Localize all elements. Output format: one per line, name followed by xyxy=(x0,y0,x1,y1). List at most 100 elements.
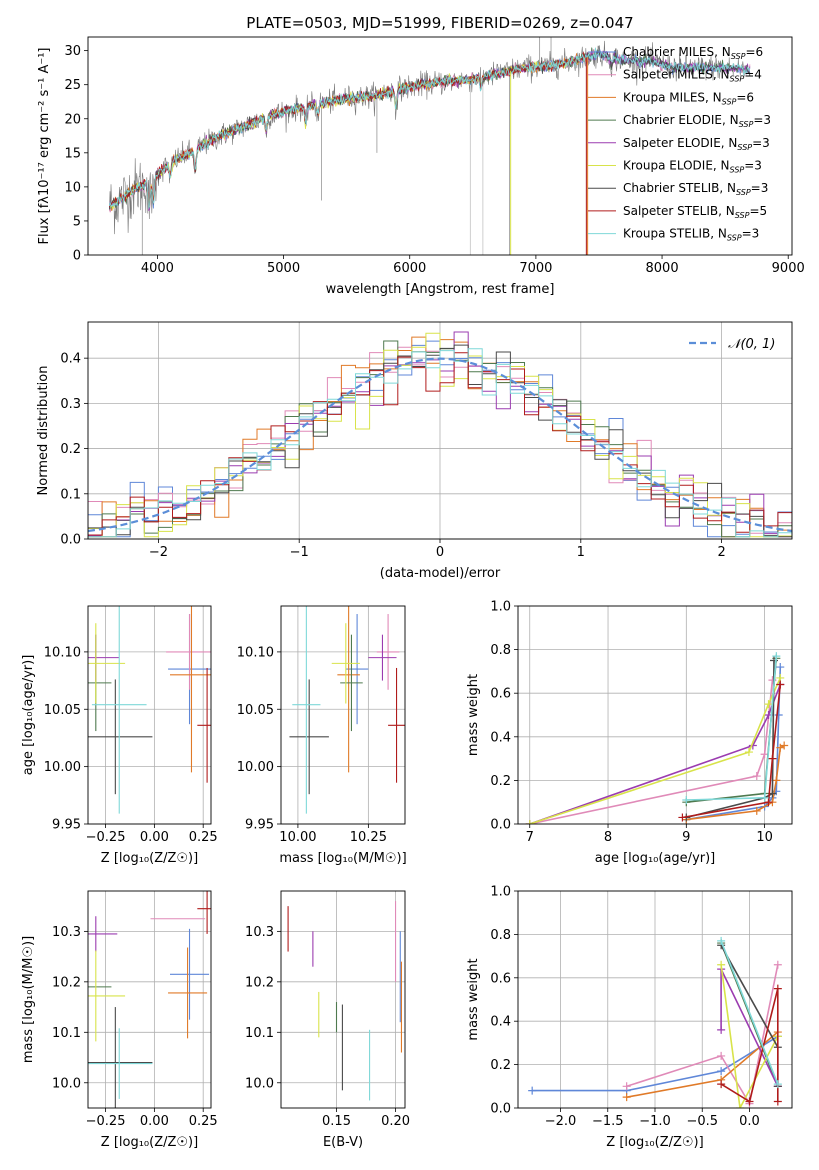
x-tick-label: 10 xyxy=(756,830,773,845)
age-vs-metallicity-panel: −0.25 0.00 0.25 9.95 10.00 10.05 10.10 Z [log₁₀… xyxy=(21,605,218,866)
x-tick-label: 0.00 xyxy=(140,1114,169,1129)
y-tick-label: 10 xyxy=(64,180,81,195)
y-tick-label: 9.95 xyxy=(245,818,274,833)
mass-weight-vs-age-panel: 7 8 9 10 0.0 0.2 0.4 0.6 0.8 1.0 age [log₁₀(age/yr… xyxy=(466,600,793,866)
errorbar-kroupa-stelib xyxy=(91,606,147,814)
series-point-chabrier-miles xyxy=(528,1086,537,1095)
residual-histogram-panel: −2 −1 0 1 2 0.0 0.1 0.2 0.3 0.4 (data-model)/error… xyxy=(36,321,793,581)
errorbar-kroupa-stelib xyxy=(88,1028,153,1099)
plot-area xyxy=(109,37,751,255)
errorbar-kroupa-miles xyxy=(337,606,360,773)
series-point-kroupa-miles xyxy=(772,776,781,785)
legend-label-chabrier-miles: Chabrier MILES, NSSP=6 xyxy=(623,45,763,61)
y-tick-label: 15 xyxy=(64,146,81,161)
series-point-kroupa-elodie xyxy=(764,700,773,709)
y-tick-label: 10.2 xyxy=(52,975,81,990)
series-point-salpeter-miles xyxy=(752,772,761,781)
x-tick-label: −2.0 xyxy=(545,1114,577,1129)
series-line-salpeter-miles xyxy=(626,964,779,1106)
errorbar-kroupa-elodie xyxy=(88,950,126,1042)
grid xyxy=(281,606,405,825)
x-tick-label: 0.0 xyxy=(739,1114,760,1129)
y-tick-label: 10.00 xyxy=(237,760,274,775)
x-tick-label: 0.25 xyxy=(189,1114,218,1129)
series-point-kroupa-elodie xyxy=(717,960,726,969)
series-point-chabrier-miles xyxy=(717,1067,726,1076)
series-line-kroupa-stelib xyxy=(720,940,779,1085)
y-tick-label: 10.0 xyxy=(245,1076,274,1091)
y-tick-label: 0.4 xyxy=(490,1015,511,1030)
errorbar-chabrier-stelib xyxy=(88,1007,153,1108)
y-tick-label: 25 xyxy=(64,78,81,93)
legend-label-normal: 𝒩(0, 1) xyxy=(728,337,775,352)
errorbar-salpeter-stelib xyxy=(388,667,405,783)
legend-label-chabrier-stelib: Chabrier STELIB, NSSP=3 xyxy=(623,181,768,197)
x-tick-label: 9000 xyxy=(772,261,805,276)
y-tick-label: 10.00 xyxy=(44,760,81,775)
x-tick-label: 4000 xyxy=(141,261,174,276)
y-tick-label: 30 xyxy=(64,44,81,59)
series-point-salpeter-stelib xyxy=(678,813,687,822)
y-tick-label: 0.8 xyxy=(490,643,511,658)
errorbar-kroupa-miles xyxy=(168,947,208,1039)
series-line-kroupa-elodie xyxy=(720,964,779,1108)
plot-area xyxy=(88,331,792,539)
series-point-salpeter-miles xyxy=(717,1051,726,1060)
x-tick-label: 1 xyxy=(577,545,585,560)
y-tick-label: 10.3 xyxy=(52,925,81,940)
x-tick-label: 9 xyxy=(682,830,690,845)
series-point-salpeter-miles xyxy=(773,960,782,969)
x-tick-label: 7 xyxy=(526,830,534,845)
x-tick-label: 5000 xyxy=(267,261,300,276)
y-tick-label: 10.05 xyxy=(44,703,81,718)
x-tick-label: 8 xyxy=(604,830,612,845)
grid xyxy=(518,605,792,825)
y-tick-label: 10.1 xyxy=(245,1026,274,1041)
normal-curve xyxy=(88,357,792,533)
x-tick-label: 0.15 xyxy=(322,1114,351,1129)
mass-weight-vs-metallicity-panel: −2.0 −1.5 −1.0 −0.5 0.0 0.0 0.2 0.4 0.6 0.8 1.0 Z [… xyxy=(466,885,793,1150)
x-axis-label: wavelength [Angstrom, rest frame] xyxy=(326,282,555,297)
y-axis-label: Normed distribution xyxy=(36,366,51,496)
errorbar-kroupa-elodie xyxy=(331,623,360,704)
x-axis-label: mass [log₁₀(M/M☉)] xyxy=(279,851,406,866)
series-point-salpeter-stelib xyxy=(773,1097,782,1106)
y-tick-label: 0.0 xyxy=(490,1102,511,1117)
series-point-salpeter-elodie xyxy=(717,1025,726,1034)
series-line-kroupa-elodie xyxy=(529,677,782,824)
series-point-salpeter-stelib xyxy=(717,1080,726,1089)
x-axis-label: age [log₁₀(age/yr)] xyxy=(595,851,716,866)
y-tick-label: 0.2 xyxy=(490,1058,511,1073)
x-tick-label: 8000 xyxy=(646,261,679,276)
series-point-kroupa-miles xyxy=(752,806,761,815)
series-point-salpeter-stelib xyxy=(776,680,785,689)
y-axis-label: mass [log₁₀(M/M☉)] xyxy=(21,936,36,1063)
series-point-kroupa-stelib xyxy=(773,1080,782,1089)
axes-frame xyxy=(280,605,406,825)
y-axis-label: mass weight xyxy=(466,674,481,756)
legend-label-salpeter-elodie: Salpeter ELODIE, NSSP=3 xyxy=(623,136,770,152)
y-axis-label: mass weight xyxy=(466,958,481,1040)
errorbar-chabrier-stelib xyxy=(88,679,153,795)
legend: Chabrier MILES, NSSP=6 Salpeter MILES, NS… xyxy=(588,45,771,243)
model-fit-kroupa-stelib xyxy=(109,47,751,209)
y-tick-label: 10.0 xyxy=(52,1076,81,1091)
legend-label-kroupa-elodie: Kroupa ELODIE, NSSP=3 xyxy=(623,159,762,175)
x-tick-label: 0.25 xyxy=(189,830,218,845)
x-tick-label: 0.20 xyxy=(381,1114,410,1129)
model-fit-salpeter-stelib xyxy=(109,51,587,208)
x-tick-label: 7000 xyxy=(519,261,552,276)
x-tick-label: −0.25 xyxy=(86,1114,126,1129)
series-point-kroupa-elodie xyxy=(736,1104,745,1108)
y-tick-label: 0.0 xyxy=(60,533,81,548)
series-point-salpeter-stelib xyxy=(773,984,782,993)
y-tick-label: 1.0 xyxy=(490,885,511,900)
chart-title: PLATE=0503, MJD=51999, FIBERID=0269, z=0… xyxy=(246,14,633,32)
spectrum-panel: 4000 5000 6000 7000 8000 9000 0 5 10 15 20 25 30 wave… xyxy=(37,14,805,297)
x-tick-label: 0.00 xyxy=(140,830,169,845)
errorbar-chabrier-stelib xyxy=(289,679,329,795)
series-line-salpeter-elodie xyxy=(529,684,782,824)
axes-frame xyxy=(517,890,793,1109)
series-point-kroupa-stelib xyxy=(760,793,769,802)
